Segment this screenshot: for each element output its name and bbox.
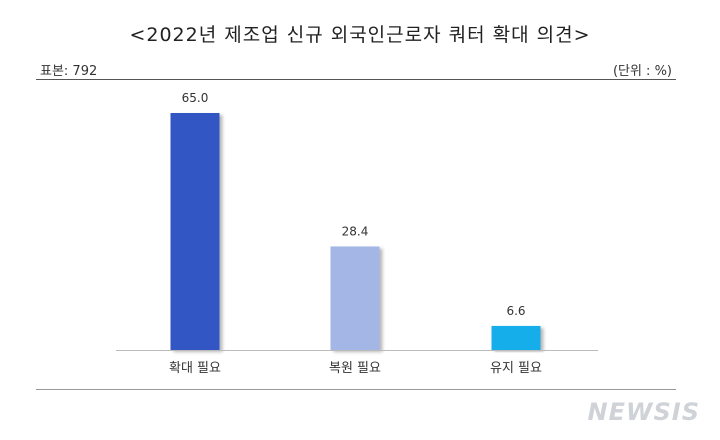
unit-label: (단위 : %): [612, 64, 672, 79]
bar-1: [170, 113, 220, 350]
sample-size: 표본: 792: [40, 64, 98, 79]
category-label-1: 확대 필요: [169, 361, 221, 376]
bottom-divider: [36, 389, 676, 390]
category-label-2: 복원 필요: [329, 361, 381, 376]
top-divider: [36, 79, 676, 80]
chart-title: <2022년 제조업 신규 외국인근로자 쿼터 확대 의견>: [129, 24, 591, 46]
category-label-3: 유지 필요: [490, 361, 542, 376]
bar-2: [330, 246, 380, 350]
bar-3: [491, 325, 541, 350]
newsis-watermark: NEWSIS: [587, 398, 700, 426]
data-label-2: 28.4: [342, 224, 369, 238]
data-label-1: 65.0: [182, 91, 209, 105]
data-label-3: 6.6: [506, 304, 525, 318]
